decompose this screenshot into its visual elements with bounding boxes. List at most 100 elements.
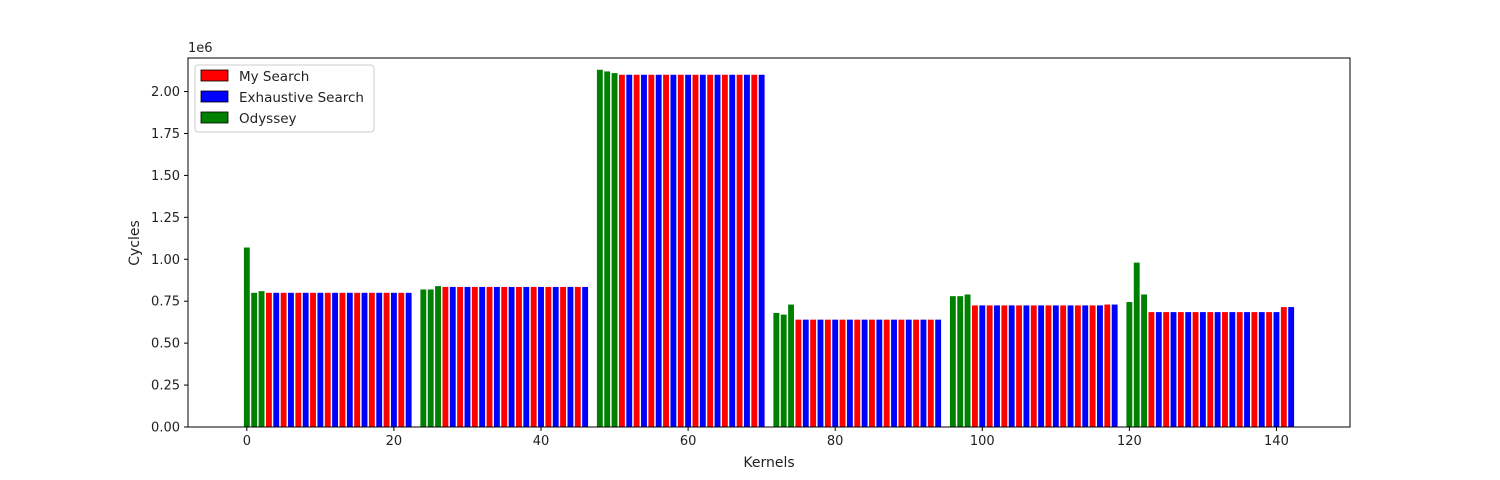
bar-my-search — [898, 319, 905, 427]
bar-exhaustive-search — [332, 292, 339, 427]
legend-label-my-search: My Search — [239, 69, 309, 85]
bar-my-search — [986, 305, 993, 427]
bar-my-search — [663, 74, 669, 427]
bar-my-search — [883, 319, 890, 427]
bar-my-search — [1280, 307, 1287, 427]
bar-odyssey — [420, 289, 427, 427]
bar-my-search — [383, 292, 390, 427]
bar-my-search — [280, 292, 287, 427]
bar-exhaustive-search — [905, 319, 912, 427]
bar-exhaustive-search — [1038, 305, 1045, 427]
legend-label-odyssey: Odyssey — [239, 111, 297, 127]
bar-my-search — [1089, 305, 1096, 427]
bar-exhaustive-search — [1155, 312, 1162, 427]
bar-my-search — [1207, 312, 1214, 427]
bar-exhaustive-search — [685, 74, 692, 427]
bar-exhaustive-search — [802, 319, 809, 427]
bar-my-search — [618, 74, 625, 427]
x-tick-label: 140 — [1264, 434, 1289, 449]
bar-my-search — [516, 286, 522, 427]
bar-my-search — [810, 319, 817, 427]
bar-my-search — [648, 74, 655, 427]
x-tick-label: 20 — [386, 434, 403, 449]
bar-my-search — [971, 305, 978, 427]
bar-exhaustive-search — [1185, 312, 1192, 427]
bar-exhaustive-search — [1199, 312, 1206, 427]
bar-exhaustive-search — [699, 74, 706, 427]
bar-my-search — [442, 286, 449, 427]
bar-my-search — [339, 292, 346, 427]
y-tick-label: 0.75 — [151, 295, 180, 310]
bar-odyssey — [251, 292, 258, 427]
bar-my-search — [854, 319, 861, 427]
y-axis-ticks: 0.00 0.25 0.50 0.75 1.00 1.25 1.50 1.75 2.00 — [151, 85, 188, 436]
bar-odyssey — [1141, 294, 1148, 427]
bars-layer — [243, 69, 1295, 427]
legend-frame — [194, 64, 375, 133]
x-axis-label: Kernels — [743, 455, 794, 471]
bar-my-search — [545, 286, 552, 427]
y-tick-label: 2.00 — [151, 85, 180, 100]
bar-exhaustive-search — [670, 74, 677, 427]
x-axis-ticks: 0 20 40 60 80 100 120 140 — [243, 427, 1289, 449]
bar-exhaustive-search — [464, 286, 471, 427]
bar-my-search — [839, 319, 846, 427]
bar-exhaustive-search — [346, 292, 353, 427]
bar-my-search — [1163, 312, 1170, 427]
bar-my-search — [295, 292, 302, 427]
bar-odyssey — [1133, 262, 1140, 427]
bar-exhaustive-search — [758, 74, 765, 427]
bar-my-search — [913, 319, 920, 427]
bar-exhaustive-search — [994, 305, 1000, 427]
bar-exhaustive-search — [979, 305, 986, 427]
bar-my-search — [1030, 305, 1037, 427]
bar-my-search — [1148, 312, 1155, 427]
bar-exhaustive-search — [729, 74, 736, 427]
bar-exhaustive-search — [743, 74, 750, 427]
bar-exhaustive-search — [1008, 305, 1015, 427]
legend: My Search Exhaustive Search Odyssey — [194, 64, 375, 133]
bar-odyssey — [596, 69, 603, 427]
bar-my-search — [1177, 312, 1184, 427]
x-tick-label: 60 — [680, 434, 697, 449]
bar-my-search — [633, 74, 640, 427]
bar-exhaustive-search — [405, 292, 412, 427]
bar-my-search — [869, 319, 875, 427]
bar-my-search — [398, 292, 405, 427]
bar-exhaustive-search — [655, 74, 662, 427]
bar-exhaustive-search — [1273, 312, 1280, 427]
bar-exhaustive-search — [317, 292, 324, 427]
bar-exhaustive-search — [582, 286, 589, 427]
bar-exhaustive-search — [817, 319, 824, 427]
bar-exhaustive-search — [361, 292, 368, 427]
bar-exhaustive-search — [714, 74, 721, 427]
x-tick-label: 0 — [243, 434, 251, 449]
bar-my-search — [486, 286, 493, 427]
bar-odyssey — [243, 247, 250, 427]
bar-exhaustive-search — [376, 292, 383, 427]
bar-exhaustive-search — [479, 286, 486, 427]
bar-my-search — [1045, 305, 1052, 427]
y-tick-label: 1.25 — [151, 211, 180, 226]
bar-my-search — [824, 319, 831, 427]
bar-my-search — [310, 292, 316, 427]
bar-my-search — [1251, 312, 1258, 427]
bar-my-search — [324, 292, 331, 427]
bar-exhaustive-search — [1288, 307, 1295, 427]
bar-my-search — [1236, 312, 1243, 427]
bar-my-search — [457, 286, 464, 427]
legend-label-exhaustive-search: Exhaustive Search — [239, 90, 364, 106]
bar-my-search — [471, 286, 478, 427]
y-tick-label: 0.25 — [151, 379, 180, 394]
bar-my-search — [501, 286, 508, 427]
bar-my-search — [721, 74, 728, 427]
bar-my-search — [1222, 312, 1228, 427]
bar-my-search — [1016, 305, 1022, 427]
bar-my-search — [1104, 304, 1111, 427]
bar-exhaustive-search — [876, 319, 883, 427]
bar-exhaustive-search — [1170, 312, 1177, 427]
bar-odyssey — [773, 312, 780, 427]
bar-my-search — [354, 292, 361, 427]
bar-exhaustive-search — [1111, 304, 1118, 427]
